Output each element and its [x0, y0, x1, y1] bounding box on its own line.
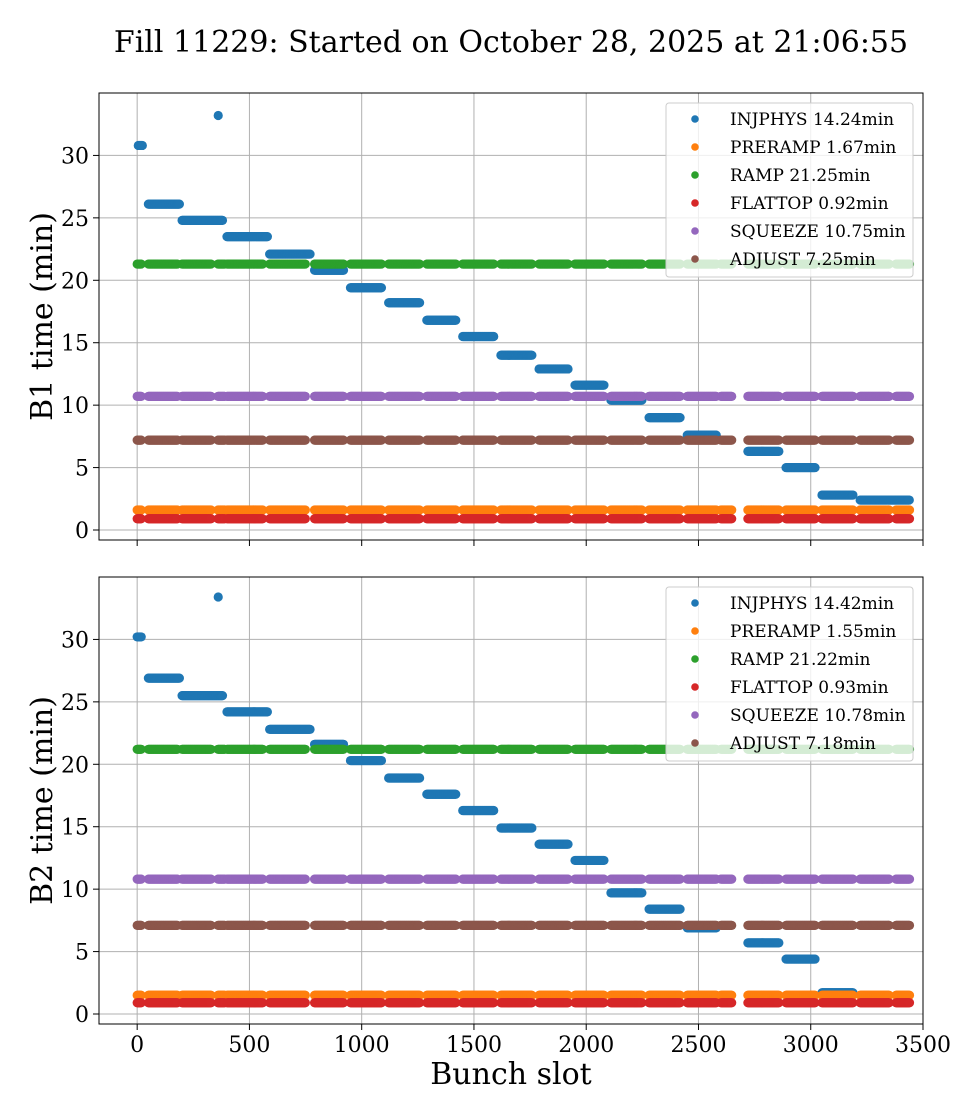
data-point — [904, 495, 914, 505]
data-point — [727, 514, 737, 524]
figure-title: Fill 11229: Started on October 28, 2025 … — [114, 25, 908, 60]
data-point — [489, 331, 499, 342]
data-point — [727, 391, 737, 402]
data-point — [904, 514, 915, 524]
data-point — [300, 505, 310, 515]
data-point — [262, 231, 272, 242]
data-point — [415, 298, 425, 308]
data-point — [300, 259, 310, 269]
data-points — [132, 110, 915, 524]
data-point — [904, 391, 915, 402]
data-point — [174, 199, 184, 209]
data-point — [305, 249, 315, 259]
data-point — [599, 380, 609, 390]
data-point — [217, 215, 228, 225]
data-point — [563, 364, 573, 374]
data-point — [904, 505, 915, 515]
data-point — [451, 315, 461, 325]
data-point — [727, 505, 737, 515]
data-point — [810, 462, 820, 473]
data-point — [774, 446, 784, 456]
data-point — [300, 514, 310, 524]
data-point — [213, 110, 223, 121]
data-point — [137, 140, 147, 151]
data-point — [527, 350, 537, 360]
data-point — [300, 391, 310, 402]
data-point — [675, 413, 685, 423]
data-point — [376, 283, 387, 293]
data-point — [300, 435, 310, 445]
